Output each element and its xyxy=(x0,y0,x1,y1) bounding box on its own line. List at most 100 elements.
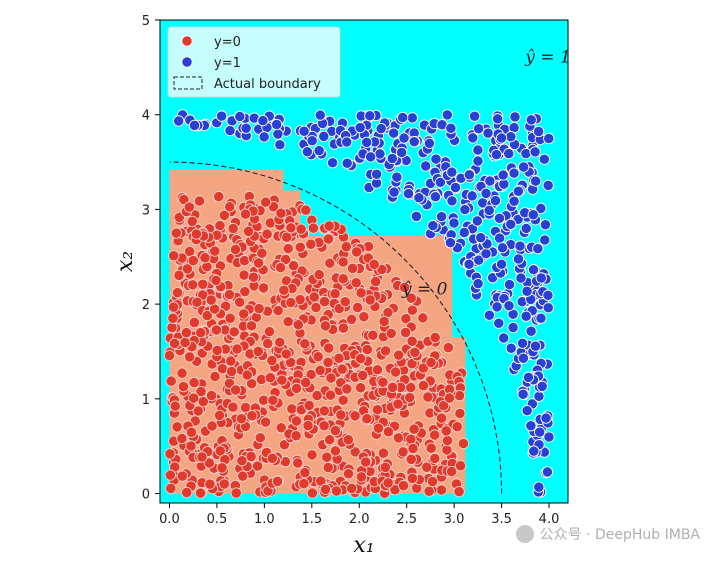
point-class-0 xyxy=(218,209,230,221)
point-class-0 xyxy=(382,477,394,489)
legend-box xyxy=(167,26,341,98)
point-class-0 xyxy=(393,349,405,361)
point-class-1 xyxy=(532,242,544,255)
point-class-0 xyxy=(256,247,268,259)
point-class-0 xyxy=(183,351,196,363)
point-class-1 xyxy=(484,175,496,187)
point-class-1 xyxy=(505,131,517,143)
point-class-1 xyxy=(434,176,447,188)
point-class-1 xyxy=(529,340,542,352)
point-class-1 xyxy=(391,171,403,183)
point-class-0 xyxy=(429,429,441,441)
point-class-0 xyxy=(405,292,417,304)
point-class-1 xyxy=(503,300,515,312)
point-class-1 xyxy=(441,109,453,121)
point-class-1 xyxy=(517,161,530,173)
point-class-0 xyxy=(314,364,326,377)
point-class-1 xyxy=(398,132,410,144)
point-class-0 xyxy=(351,246,363,258)
legend-label: Actual boundary xyxy=(214,77,321,92)
point-class-0 xyxy=(457,437,470,450)
point-class-1 xyxy=(354,121,366,134)
point-class-1 xyxy=(466,190,478,202)
point-class-1 xyxy=(490,148,503,161)
point-class-0 xyxy=(355,287,367,299)
x-tick-label: 4.0 xyxy=(539,512,560,527)
point-class-1 xyxy=(472,277,484,290)
point-class-0 xyxy=(180,326,193,339)
point-class-1 xyxy=(386,152,398,165)
point-class-1 xyxy=(364,151,377,163)
point-class-0 xyxy=(199,252,211,264)
point-class-1 xyxy=(539,219,552,231)
point-class-0 xyxy=(287,260,300,272)
plot-frame xyxy=(159,19,569,504)
point-class-1 xyxy=(224,124,236,137)
point-class-0 xyxy=(417,312,429,324)
point-class-0 xyxy=(294,241,306,253)
point-class-1 xyxy=(542,302,554,314)
point-class-0 xyxy=(354,382,367,394)
point-class-1 xyxy=(374,148,386,160)
point-class-0 xyxy=(191,296,203,308)
point-class-0 xyxy=(453,486,465,498)
point-class-0 xyxy=(349,410,361,422)
point-class-0 xyxy=(247,271,260,283)
class-1-points xyxy=(173,109,555,498)
x-tick-label: 2.5 xyxy=(396,512,417,527)
point-class-0 xyxy=(266,452,279,464)
point-class-0 xyxy=(435,412,448,424)
point-class-1 xyxy=(516,337,529,349)
point-class-0 xyxy=(299,466,311,479)
point-class-0 xyxy=(165,482,177,495)
point-class-0 xyxy=(188,316,201,329)
point-class-0 xyxy=(186,215,198,228)
point-class-1 xyxy=(446,195,458,207)
point-class-0 xyxy=(378,315,390,328)
point-class-0 xyxy=(170,227,182,239)
point-class-0 xyxy=(324,389,337,401)
point-class-0 xyxy=(260,196,272,208)
point-class-0 xyxy=(280,253,292,266)
point-class-0 xyxy=(349,446,361,458)
point-class-1 xyxy=(467,132,479,144)
point-class-0 xyxy=(263,326,276,338)
point-class-0 xyxy=(299,338,311,350)
point-class-1 xyxy=(517,388,529,400)
point-class-1 xyxy=(341,157,353,169)
point-class-0 xyxy=(422,391,434,403)
point-class-0 xyxy=(285,296,297,309)
point-class-0 xyxy=(185,440,197,452)
point-class-0 xyxy=(185,426,198,438)
point-class-1 xyxy=(534,426,546,438)
point-class-1 xyxy=(430,153,442,165)
point-class-1 xyxy=(306,135,318,147)
point-class-1 xyxy=(517,352,530,364)
point-class-1 xyxy=(521,404,533,417)
point-class-1 xyxy=(491,113,504,125)
point-class-0 xyxy=(241,369,253,381)
y-tick-label: 2 xyxy=(142,298,150,313)
point-class-0 xyxy=(168,337,181,350)
point-class-1 xyxy=(423,137,436,150)
point-class-0 xyxy=(382,426,395,438)
point-class-0 xyxy=(187,254,199,267)
point-class-0 xyxy=(231,343,243,355)
point-class-0 xyxy=(267,394,279,406)
point-class-0 xyxy=(312,351,324,363)
point-class-1 xyxy=(446,166,458,178)
point-class-1 xyxy=(475,232,487,244)
wechat-icon xyxy=(515,525,534,543)
point-class-0 xyxy=(322,356,334,368)
point-class-0 xyxy=(209,245,221,257)
point-class-0 xyxy=(206,420,218,432)
point-class-0 xyxy=(201,309,213,322)
point-class-0 xyxy=(321,451,333,463)
point-class-0 xyxy=(295,223,307,235)
point-class-0 xyxy=(210,274,222,287)
point-class-1 xyxy=(542,179,554,192)
y-axis-label: x₂ xyxy=(113,251,138,272)
point-class-0 xyxy=(177,380,190,393)
point-class-0 xyxy=(190,228,203,240)
point-class-0 xyxy=(387,381,399,394)
